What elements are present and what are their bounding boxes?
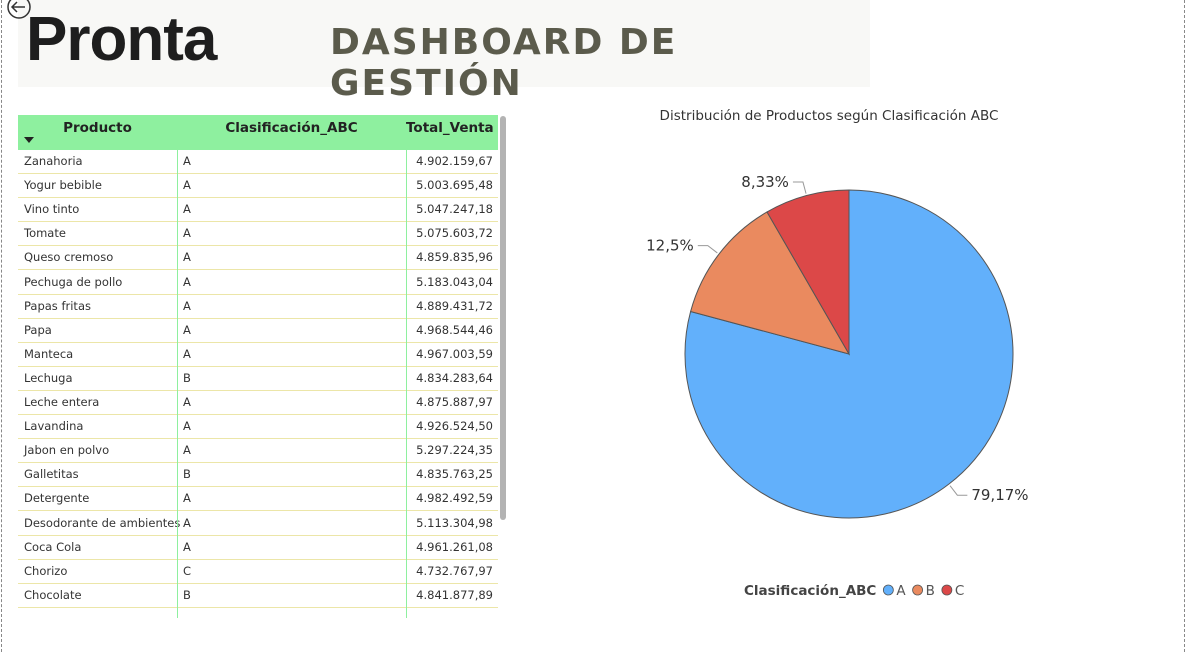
- header: Pronta DASHBOARD DE GESTIÓN: [18, 0, 870, 104]
- data-label: 79,17%: [971, 486, 1028, 504]
- table-cell: Detergente: [18, 487, 177, 512]
- legend-marker: [882, 584, 894, 596]
- legend-marker: [941, 584, 953, 596]
- table-cell: A: [177, 487, 406, 512]
- data-label: 12,5%: [646, 237, 694, 255]
- logo: Pronta: [26, 5, 217, 74]
- table-cell: A: [177, 439, 406, 464]
- leader-line: [792, 181, 807, 194]
- table-cell: Lavandina: [18, 415, 177, 440]
- leader-line: [949, 485, 968, 496]
- table-cell: A: [177, 174, 406, 199]
- table-cell: A: [177, 391, 406, 415]
- column-header[interactable]: Clasificación_ABC: [177, 115, 406, 150]
- table-cell: 4.967.003,59: [406, 343, 498, 367]
- table-cell: 5.183.043,04: [406, 271, 498, 295]
- table-cell: Tomate: [18, 222, 177, 247]
- sort-arrow[interactable]: [24, 137, 34, 143]
- legend-label: A: [896, 583, 906, 599]
- table-cell: 4.982.492,59: [406, 487, 498, 512]
- table-cell: Chorizo: [18, 560, 177, 584]
- pie-chart: Distribución de Productos según Clasific…: [646, 108, 1028, 599]
- table-cell: A: [177, 271, 406, 295]
- scrollbar[interactable]: [500, 116, 506, 520]
- column-header[interactable]: Total_Venta: [406, 115, 498, 150]
- leader-line: [697, 245, 718, 254]
- table-cell: 4.859.835,96: [406, 246, 498, 271]
- back-button[interactable]: [4, 0, 34, 22]
- data-label: 8,33%: [741, 173, 789, 191]
- dashboard-title: DASHBOARD DE GESTIÓN: [330, 22, 678, 104]
- table-cell: A: [177, 536, 406, 560]
- table-cell: Queso cremoso: [18, 246, 177, 271]
- table-cell: A: [177, 222, 406, 247]
- table-cell: 4.875.887,97: [406, 391, 498, 415]
- table-cell: A: [177, 150, 406, 174]
- table-cell: Lechuga: [18, 367, 177, 391]
- table-cell: A: [177, 295, 406, 319]
- table-cell: A: [177, 512, 406, 536]
- table-cell: A: [177, 343, 406, 367]
- table-cell: 4.926.524,50: [406, 415, 498, 440]
- column-header[interactable]: Producto: [18, 115, 177, 150]
- frame-edge: [1184, 0, 1185, 652]
- table-cell: 4.835.763,25: [406, 463, 498, 488]
- table-cell: A: [177, 319, 406, 343]
- table-cell: Manteca: [18, 343, 177, 367]
- table-cell: 4.834.283,64: [406, 367, 498, 391]
- table-cell: 4.732.767,97: [406, 560, 498, 584]
- pie-slice: [766, 189, 850, 356]
- table-cell: 4.961.261,08: [406, 536, 498, 560]
- table-cell: B: [177, 367, 406, 391]
- table-cell: Vino tinto: [18, 198, 177, 223]
- data-table: Producto Clasificación_ABC Total_Venta Zana…: [18, 115, 498, 618]
- table-cell: 5.047.247,18: [406, 198, 498, 223]
- table-cell: A: [177, 246, 406, 271]
- table-cell: A: [177, 198, 406, 223]
- table-cell: Yogur bebible: [18, 174, 177, 199]
- table-cell: C: [177, 560, 406, 584]
- legend-label: B: [926, 583, 935, 599]
- legend-label: C: [955, 583, 964, 599]
- table-cell: Galletitas: [18, 463, 177, 488]
- table-cell: 5.003.695,48: [406, 174, 498, 199]
- column-divider: [406, 150, 407, 618]
- table-cell: Zanahoria: [18, 150, 177, 174]
- table-cell: 4.968.544,46: [406, 319, 498, 343]
- table-cell: 5.113.304,98: [406, 512, 498, 536]
- column-divider: [177, 150, 178, 618]
- table-cell: A: [177, 415, 406, 440]
- table-cell: 4.889.431,72: [406, 295, 498, 319]
- table-cell: 5.297.224,35: [406, 439, 498, 464]
- pie-slice: [689, 211, 851, 355]
- table-cell: B: [177, 584, 406, 608]
- table-cell: 4.902.159,67: [406, 150, 498, 174]
- table-cell: Jabon en polvo: [18, 439, 177, 464]
- table-cell: B: [177, 463, 406, 488]
- table-cell: Papa: [18, 319, 177, 343]
- table-cell: Chocolate: [18, 584, 177, 608]
- table-cell: Coca Cola: [18, 536, 177, 560]
- pie-slice: [684, 189, 1014, 519]
- legend-title: Clasificación_ABC: [744, 583, 876, 599]
- table-cell: Leche entera: [18, 391, 177, 415]
- table-cell: Desodorante de ambientes: [18, 512, 180, 536]
- frame-edge: [1, 0, 2, 652]
- legend-marker: [912, 584, 923, 596]
- chart-title: Distribución de Productos según Clasific…: [660, 108, 999, 124]
- table-cell: Pechuga de pollo: [18, 271, 177, 295]
- table-cell: 5.075.603,72: [406, 222, 498, 247]
- table-cell: Papas fritas: [18, 295, 177, 319]
- table-cell: 4.841.877,89: [406, 584, 498, 608]
